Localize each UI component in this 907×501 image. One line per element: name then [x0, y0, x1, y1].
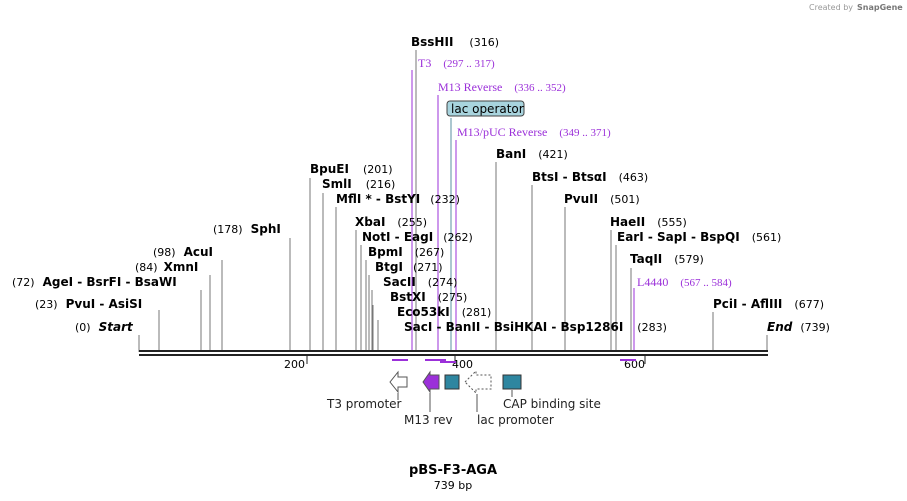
site-xbai: XbaI	[355, 215, 385, 229]
primer-binding-bars	[392, 359, 636, 363]
feature-cap-binding-site: CAP binding site	[503, 397, 601, 411]
site-xmni: XmnI	[164, 260, 199, 274]
site-mfli-bstyi: MflI * - BstYI	[336, 192, 420, 206]
svg-text:EarI - SapI - BspQI(561): EarI - SapI - BspQI (561)	[617, 230, 781, 244]
svg-text:L4440(567 .. 584): L4440 (567 .. 584)	[637, 275, 732, 289]
tick-200: 200	[284, 358, 305, 371]
svg-text:BssHII(316): BssHII (316)	[411, 35, 499, 49]
site-pvui-asisi: PvuI - AsiSI	[66, 297, 143, 311]
primer-l4440: L4440	[637, 275, 668, 289]
svg-text:(72)AgeI - BsrFI - BsaWI: (72) AgeI - BsrFI - BsaWI	[12, 275, 177, 289]
svg-text:PvuII(501): PvuII (501)	[564, 192, 640, 206]
tick-400: 400	[452, 358, 473, 371]
site-noti-eagi: NotI - EagI	[362, 230, 433, 244]
svg-text:(178)SphI: (178) SphI	[213, 222, 281, 236]
site-lines	[138, 50, 768, 352]
site-saci-group: SacI - BanII - BsiHKAI - Bsp1286I	[404, 320, 623, 334]
svg-text:NotI - EagI(262): NotI - EagI (262)	[362, 230, 473, 244]
site-sacii: SacII	[383, 275, 416, 289]
cap-binding-site-feature	[502, 374, 522, 390]
svg-text:Eco53kI(281): Eco53kI (281)	[397, 305, 491, 319]
lac-operator-label: lac operator	[451, 102, 524, 116]
svg-text:BpmI(267): BpmI (267)	[368, 245, 444, 259]
t3-promoter-arrow	[389, 370, 408, 394]
site-eco53ki: Eco53kI	[397, 305, 450, 319]
plasmid-length: 739 bp	[434, 479, 472, 492]
svg-text:(23)PvuI - AsiSI: (23) PvuI - AsiSI	[35, 297, 142, 311]
svg-text:M13/pUC Reverse(349 .. 371): M13/pUC Reverse (349 .. 371)	[457, 125, 611, 139]
svg-text:(98)AcuI: (98) AcuI	[153, 245, 213, 259]
site-taqii: TaqII	[630, 252, 662, 266]
site-agei-group: AgeI - BsrFI - BsaWI	[43, 275, 177, 289]
site-haeii: HaeII	[610, 215, 645, 229]
feature-lac-promoter: lac promoter	[477, 413, 554, 427]
ruler-ticks	[306, 356, 646, 364]
svg-text:XbaI(255): XbaI (255)	[355, 215, 427, 229]
svg-text:(0)Start: (0) Start	[75, 320, 134, 334]
svg-text:HaeII(555): HaeII (555)	[610, 215, 687, 229]
svg-text:BpuEI(201): BpuEI (201)	[310, 162, 393, 176]
svg-text:PciI - AflIII(677): PciI - AflIII (677)	[713, 297, 824, 311]
svg-text:M13 Reverse(336 .. 352): M13 Reverse (336 .. 352)	[438, 80, 566, 94]
svg-text:BtgI(271): BtgI (271)	[375, 260, 443, 274]
svg-text:End(739): End (739)	[767, 320, 830, 334]
site-pvuii: PvuII	[564, 192, 598, 206]
site-bpuei: BpuEI	[310, 162, 349, 176]
site-bstxi: BstXI	[390, 290, 426, 304]
primer-t3: T3	[418, 56, 431, 70]
tick-600: 600	[624, 358, 645, 371]
site-bani: BanI	[496, 147, 526, 161]
svg-text:MflI * - BstYI(232): MflI * - BstYI (232)	[336, 192, 460, 206]
svg-text:SmlI(216): SmlI (216)	[322, 177, 395, 191]
site-bsshii: BssHII	[411, 35, 453, 49]
lac-operator-box	[446, 100, 525, 117]
primer-lines	[411, 70, 635, 352]
lac-promoter-arrow	[464, 369, 492, 395]
svg-text:T3(297 .. 317): T3 (297 .. 317)	[418, 56, 495, 70]
plasmid-name: pBS-F3-AGA	[409, 463, 497, 478]
svg-text:BtsI - BtsαI(463): BtsI - BtsαI (463)	[532, 170, 648, 184]
site-end: End	[767, 320, 793, 334]
site-sphi: SphI	[251, 222, 281, 236]
sequence-backbone	[139, 350, 768, 356]
site-btsi: BtsI - BtsαI	[532, 170, 607, 184]
svg-text:TaqII(579): TaqII (579)	[630, 252, 704, 266]
m13-rev-arrow	[422, 370, 440, 394]
features	[389, 369, 522, 395]
primer-m13-puc-reverse: M13/pUC Reverse	[457, 125, 547, 139]
site-eari-group: EarI - SapI - BspQI	[617, 230, 740, 244]
svg-text:SacII(274): SacII (274)	[383, 275, 457, 289]
feature-t3-promoter: T3 promoter	[326, 397, 402, 411]
site-bpmi: BpmI	[368, 245, 403, 259]
site-start: Start	[99, 320, 134, 334]
primer-m13-reverse: M13 Reverse	[438, 80, 502, 94]
site-smli: SmlI	[322, 177, 352, 191]
credit-text: Created by	[809, 3, 853, 12]
svg-text:(84)XmnI: (84) XmnI	[135, 260, 198, 274]
svg-text:SacI - BanII - BsiHKAI - Bsp12: SacI - BanII - BsiHKAI - Bsp1286I (283)	[404, 320, 667, 334]
svg-text:BstXI(275): BstXI (275)	[390, 290, 467, 304]
site-btgi: BtgI	[375, 260, 403, 274]
feature-m13-rev: M13 rev	[404, 413, 453, 427]
svg-text:BanI(421): BanI (421)	[496, 147, 568, 161]
site-pcii-afliii: PciI - AflIII	[713, 297, 782, 311]
lac-operator-feature	[444, 374, 460, 390]
site-acui: AcuI	[184, 245, 213, 259]
snapgene-brand: SnapGene	[857, 3, 903, 12]
